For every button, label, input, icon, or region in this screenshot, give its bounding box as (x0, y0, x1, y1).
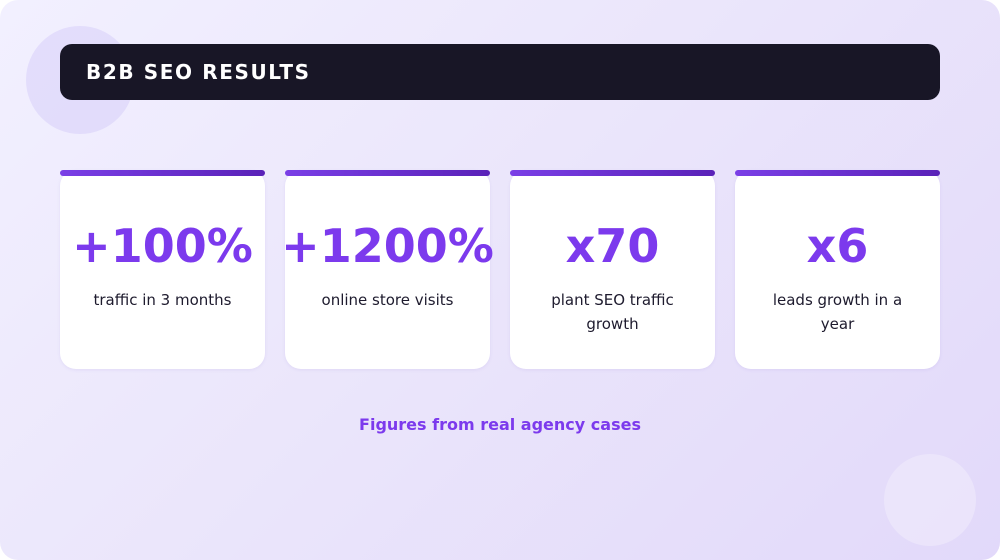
stat-value: +100% (72, 219, 253, 273)
stat-label: traffic in 3 months (93, 291, 232, 309)
stat-label: plant SEO traffic growth (551, 291, 674, 333)
stat-card-leads: x6 leads growth in a year (735, 170, 940, 370)
stat-card-accent-bar (60, 170, 265, 176)
title-bar: B2B SEO RESULTS (60, 44, 940, 100)
stat-card-accent-bar (285, 170, 490, 176)
stat-card-plant-traffic: x70 plant SEO traffic growth (510, 170, 715, 370)
page-title: B2B SEO RESULTS (86, 60, 311, 84)
decorative-circle-bottom-right (884, 454, 976, 546)
stat-card-body (510, 170, 715, 369)
stat-card-body (60, 170, 265, 369)
footnote: Figures from real agency cases (359, 415, 641, 434)
stat-card-accent-bar (510, 170, 715, 176)
stat-card-body (735, 170, 940, 369)
stat-label: online store visits (321, 291, 454, 309)
stat-card-accent-bar (735, 170, 940, 176)
stats-cards: +100% traffic in 3 months +1200% online … (60, 170, 940, 370)
stat-value: +1200% (281, 219, 494, 273)
stat-card-traffic: +100% traffic in 3 months (60, 170, 265, 370)
stat-card-store-visits: +1200% online store visits (281, 170, 494, 370)
stat-label: leads growth in a year (772, 291, 903, 333)
stat-card-body (285, 170, 490, 369)
stat-value: x70 (565, 219, 660, 273)
stat-value: x6 (806, 219, 869, 273)
